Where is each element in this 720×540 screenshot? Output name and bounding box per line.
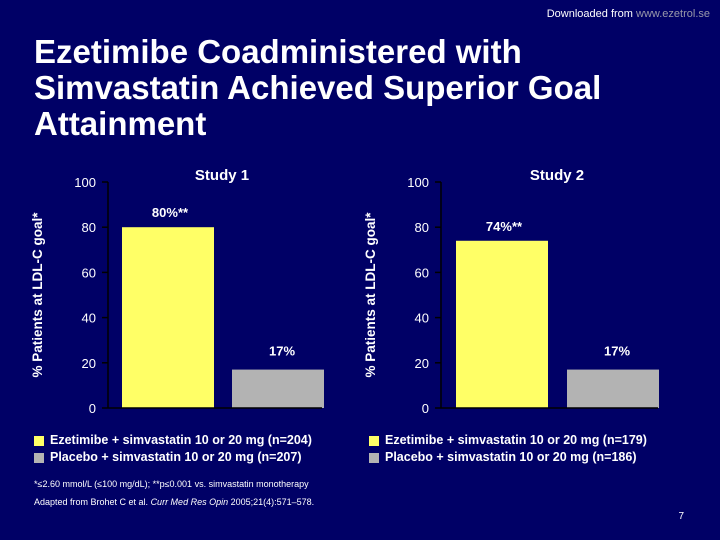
data-label: 17% bbox=[269, 344, 295, 359]
y-tick-label: 40 bbox=[415, 311, 429, 326]
chart-title: Study 2 bbox=[530, 167, 584, 184]
y-tick-label: 60 bbox=[82, 265, 96, 280]
y-tick-label: 20 bbox=[82, 356, 96, 371]
charts-area: 0 20 40 60 80 100 % Patients at LDL-C goal* Stu… bbox=[30, 167, 659, 416]
page-number: 7 bbox=[678, 511, 684, 522]
legend-study-1: Ezetimibe + simvastatin 10 or 20 mg (n=2… bbox=[34, 432, 312, 466]
y-axis-label: % Patients at LDL-C goal* bbox=[363, 212, 378, 378]
legend-swatch bbox=[34, 452, 44, 463]
chart-title: Study 1 bbox=[195, 167, 249, 184]
legend-item: Ezetimibe + simvastatin 10 or 20 mg (n=1… bbox=[369, 432, 647, 449]
y-tick-label: 20 bbox=[415, 356, 429, 371]
source-url[interactable]: www.ezetrol.se bbox=[636, 8, 710, 20]
y-tick-label: 0 bbox=[89, 401, 96, 416]
legend-label: Placebo + simvastatin 10 or 20 mg (n=186… bbox=[385, 450, 637, 464]
reference: Adapted from Brohet C et al. Curr Med Re… bbox=[34, 497, 314, 507]
legend-study-2: Ezetimibe + simvastatin 10 or 20 mg (n=1… bbox=[369, 432, 647, 466]
y-axis-label: % Patients at LDL-C goal* bbox=[30, 212, 45, 378]
data-label: 17% bbox=[604, 344, 630, 359]
bar bbox=[456, 240, 548, 408]
legend-swatch bbox=[34, 435, 44, 446]
source-prefix: Downloaded from bbox=[546, 8, 637, 20]
y-tick-label: 80 bbox=[415, 220, 429, 235]
reference-prefix: Adapted from Brohet C et al. bbox=[34, 497, 151, 507]
y-tick-label: 60 bbox=[415, 265, 429, 280]
reference-suffix: 2005;21(4):571–578. bbox=[228, 497, 315, 507]
legend-swatch bbox=[369, 435, 379, 446]
legend-label: Ezetimibe + simvastatin 10 or 20 mg (n=2… bbox=[50, 433, 312, 447]
y-tick-label: 100 bbox=[407, 175, 429, 190]
y-tick-label: 100 bbox=[74, 175, 96, 190]
footnote: *≤2.60 mmol/L (≤100 mg/dL); **p≤0.001 vs… bbox=[34, 479, 309, 489]
y-tick-label: 0 bbox=[422, 401, 429, 416]
bar bbox=[122, 227, 214, 408]
legend-item: Placebo + simvastatin 10 or 20 mg (n=186… bbox=[369, 449, 647, 466]
legend-item: Ezetimibe + simvastatin 10 or 20 mg (n=2… bbox=[34, 432, 312, 449]
data-label: 80%** bbox=[152, 205, 189, 220]
slide-title: Ezetimibe Coadministered with Simvastati… bbox=[34, 33, 602, 142]
y-tick-label: 40 bbox=[82, 311, 96, 326]
bar bbox=[232, 369, 324, 408]
data-label: 74%** bbox=[486, 219, 523, 234]
bar bbox=[567, 369, 659, 408]
legend-item: Placebo + simvastatin 10 or 20 mg (n=207… bbox=[34, 449, 312, 466]
reference-journal: Curr Med Res Opin bbox=[150, 497, 229, 507]
y-tick-label: 80 bbox=[82, 220, 96, 235]
legend-label: Placebo + simvastatin 10 or 20 mg (n=207… bbox=[50, 450, 302, 464]
legend-label: Ezetimibe + simvastatin 10 or 20 mg (n=1… bbox=[385, 433, 647, 447]
legend-swatch bbox=[369, 452, 379, 463]
source-credit: Downloaded from www.ezetrol.se bbox=[547, 8, 710, 20]
